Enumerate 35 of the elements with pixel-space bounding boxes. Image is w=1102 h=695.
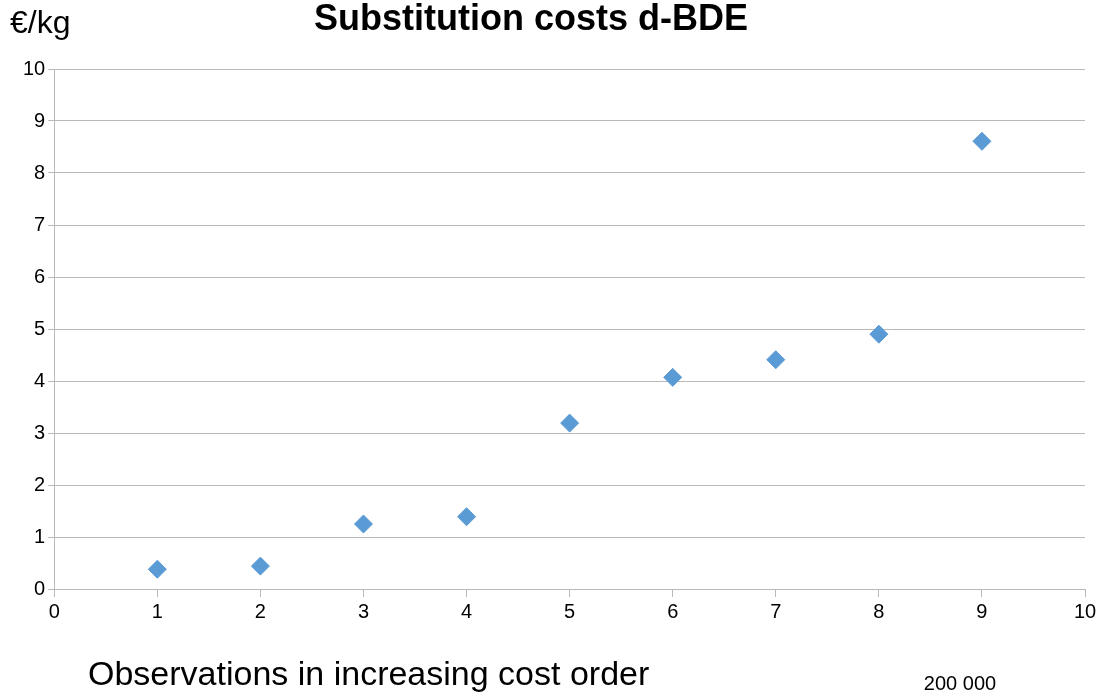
point: [972, 131, 992, 151]
chart-title: Substitution costs d-BDE: [314, 0, 748, 38]
x-tick-label: 4: [460, 599, 473, 622]
y-tick-label: 3: [34, 420, 46, 443]
x-tick-label: 6: [667, 599, 679, 622]
x-tick-label: 7: [770, 599, 782, 622]
x-tick-label: 2: [254, 599, 266, 622]
point: [663, 367, 683, 387]
y-tick-label: 6: [34, 264, 46, 287]
point: [560, 413, 580, 433]
y-tick-label: 0: [34, 576, 46, 599]
y-tick-label: 7: [34, 212, 46, 235]
point: [766, 350, 786, 370]
x-tick-label: 3: [357, 599, 370, 622]
y-tick-label: 1: [34, 524, 46, 547]
y-tick-label: 9: [34, 108, 46, 131]
y-tick-label: 4: [34, 368, 46, 391]
point: [869, 324, 889, 344]
x-axis-title: Observations in increasing cost order: [88, 654, 650, 692]
point: [457, 507, 477, 527]
x-tick-label: 5: [564, 599, 576, 622]
x-tick-label: 0: [48, 599, 60, 622]
x-tick-label: 1: [151, 599, 163, 622]
point: [147, 559, 167, 579]
point: [250, 556, 270, 576]
y-tick-label: 5: [34, 316, 46, 339]
x-tick-label: 10: [1073, 599, 1097, 622]
x-tick-label: 8: [873, 599, 885, 622]
y-tick-label: 2: [34, 472, 46, 495]
y-axis-title: €/kg: [10, 3, 71, 40]
point: [353, 514, 373, 534]
text: 200 000: [923, 672, 997, 694]
x-tick-label: 9: [976, 599, 988, 622]
y-tick-label: 8: [34, 160, 46, 183]
y-tick-label: 10: [23, 56, 46, 79]
